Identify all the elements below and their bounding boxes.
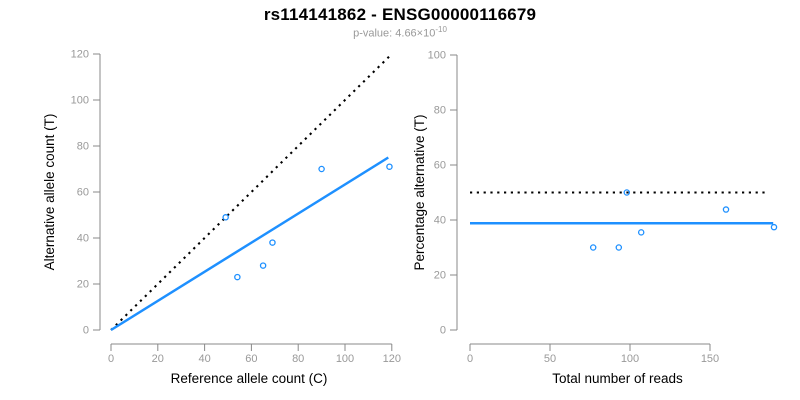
data-point (637, 229, 645, 236)
data-point (222, 214, 229, 221)
y-tick-label: 40 (434, 215, 446, 227)
y-tick-label: 20 (77, 279, 89, 291)
pvalue-exponent: -10 (435, 25, 447, 34)
x-tick-label: 40 (198, 353, 210, 365)
y-tick-label: 80 (434, 105, 446, 117)
y-tick-label: 20 (434, 270, 446, 282)
data-point (269, 239, 276, 246)
y-tick-label: 60 (434, 160, 446, 172)
x-tick-label: 100 (336, 353, 354, 365)
percentage-vs-reads-scatter: 0 20 40 60 80 100 0 50 100 150 Total number of rea… (412, 50, 778, 386)
x-tick-label: 0 (108, 353, 114, 365)
data-point (623, 189, 631, 196)
data-point (234, 273, 241, 281)
y-tick-label: 0 (83, 325, 89, 337)
x-tick-label: 120 (383, 353, 401, 365)
figure-subtitle: p-value: 4.66×10-10 (0, 25, 800, 40)
data-point (386, 163, 393, 170)
x-tick-label: 100 (621, 353, 639, 365)
regression-line (110, 156, 389, 332)
y-axis-label: Percentage alternative (T) (412, 114, 427, 270)
x-tick-label: 150 (701, 353, 719, 365)
identity-line (110, 54, 392, 331)
data-point (615, 244, 623, 251)
data-point (770, 223, 778, 231)
data-point (259, 262, 267, 269)
y-tick-label: 100 (71, 95, 89, 107)
y-tick-label: 120 (71, 49, 89, 61)
data-point (722, 206, 730, 213)
y-tick-label: 80 (77, 141, 89, 153)
y-tick-label: 0 (440, 325, 446, 337)
pvalue-text: p-value: 4.66×10 (353, 27, 436, 40)
y-tick-label: 40 (77, 233, 89, 245)
x-axis-label: Reference allele count (C) (171, 371, 328, 386)
y-axis-label: Alternative allele count (T) (42, 114, 57, 271)
y-tick-label: 100 (428, 50, 446, 62)
figure-title: rs114141862 - ENSG00000116679 (263, 5, 537, 24)
y-tick-label: 60 (77, 187, 89, 199)
x-tick-label: 80 (292, 353, 304, 365)
data-point (318, 165, 325, 173)
allele-counts-scatter: 0 20 40 60 80 100 120 0 20 40 60 80 100 120 Reference … (42, 49, 401, 387)
x-tick-label: 20 (152, 353, 164, 365)
x-axis-label: Total number of reads (552, 371, 683, 386)
data-point (589, 244, 597, 251)
x-tick-label: 50 (544, 353, 556, 365)
x-tick-label: 60 (245, 353, 257, 365)
x-tick-label: 0 (467, 353, 473, 365)
